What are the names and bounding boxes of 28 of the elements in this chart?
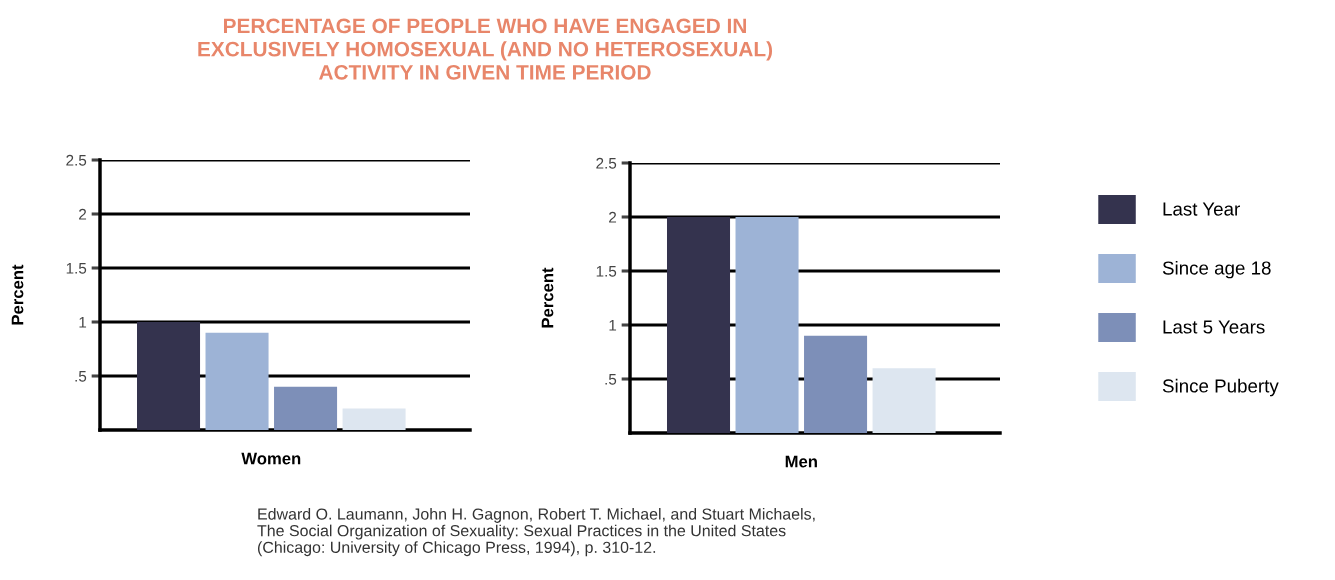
bar [872, 368, 936, 433]
x-tick-label: Women [241, 452, 301, 465]
bar [735, 217, 799, 433]
y-tick-label: 2 [609, 211, 617, 223]
bar [342, 408, 406, 430]
y-tick-label: 2 [79, 208, 87, 220]
y-tick-label: 1.5 [596, 266, 617, 277]
y-tick-label: .5 [605, 374, 617, 385]
y-tick-label: 1 [79, 317, 87, 328]
chart-title: PERCENTAGE OF PEOPLE WHO HAVE ENGAGED IN EXCLUSIVELY HOMOSEXUAL (AND NO HETEROSEXUAL) ACTIVITY IN GIVEN TIME PERIOD [198, 18, 773, 80]
y-tick-label: 2.5 [66, 154, 87, 166]
y-tick-label: 1 [609, 320, 617, 331]
text: Edward O. Laumann, John H. Gagnon, Robert T. Michael, and Stuart Michaels, The Social Organization of Sexuality: Sexual Practices in the United States (Chicago: University of Chicago Press, 1994), p. 310-12. [257, 508, 815, 557]
legend-label: Last Year [1163, 202, 1240, 216]
y-axis-title: Percent [11, 264, 24, 325]
bar [205, 332, 269, 430]
bar [137, 322, 201, 430]
legend-label: Last 5 Years [1163, 320, 1265, 334]
bar [804, 335, 868, 433]
y-axis-title: Percent [541, 267, 554, 328]
y-tick-label: .5 [75, 371, 87, 382]
legend-label: Since Puberty [1162, 378, 1279, 397]
bar [667, 217, 731, 433]
legend-label: Since age 18 [1162, 260, 1271, 279]
bar [274, 386, 338, 430]
x-tick-label: Men [785, 455, 817, 468]
y-tick-label: 1.5 [66, 263, 87, 274]
y-tick-label: 2.5 [596, 157, 617, 169]
